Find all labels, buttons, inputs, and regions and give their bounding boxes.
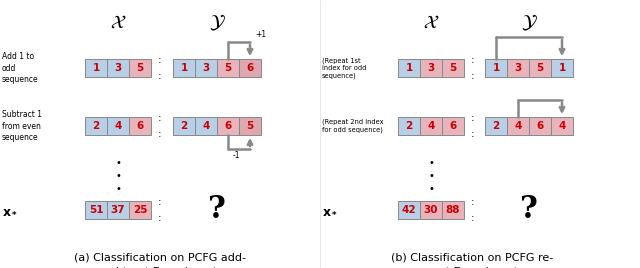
Bar [195, 59, 217, 77]
Text: $\mathcal{X}$: $\mathcal{X}$ [423, 14, 439, 32]
Bar [239, 117, 261, 135]
Bar [442, 59, 464, 77]
Text: 37: 37 [111, 205, 125, 215]
Bar [551, 117, 573, 135]
Text: 3: 3 [428, 63, 435, 73]
Text: :
:: : : [471, 55, 475, 81]
Text: 3: 3 [115, 63, 122, 73]
Text: +1: +1 [255, 30, 266, 39]
Text: $\mathcal{Y}$: $\mathcal{Y}$ [520, 13, 538, 33]
Text: 4: 4 [558, 121, 566, 131]
Text: 1: 1 [180, 63, 188, 73]
Text: 4: 4 [115, 121, 122, 131]
Text: 5: 5 [225, 63, 232, 73]
Text: 2: 2 [405, 121, 413, 131]
Text: Subtract 1
from even
sequence: Subtract 1 from even sequence [2, 110, 42, 142]
Text: $\mathbf{x_*}$: $\mathbf{x_*}$ [2, 203, 19, 217]
Text: $\mathcal{X}$: $\mathcal{X}$ [110, 14, 126, 32]
Text: 30: 30 [424, 205, 438, 215]
Text: •: • [428, 158, 434, 168]
Bar [420, 201, 442, 219]
Bar [85, 117, 107, 135]
Text: •: • [428, 171, 434, 181]
Text: -1: -1 [233, 151, 241, 160]
Bar [107, 201, 129, 219]
Text: 2: 2 [92, 121, 100, 131]
Bar [239, 59, 261, 77]
Text: 51: 51 [89, 205, 103, 215]
Bar [217, 59, 239, 77]
Text: (b) Classification on PCFG re-
peat Experiment: (b) Classification on PCFG re- peat Expe… [391, 253, 553, 268]
Text: 5: 5 [536, 63, 543, 73]
Text: 25: 25 [132, 205, 147, 215]
Text: 6: 6 [225, 121, 232, 131]
Text: 2: 2 [492, 121, 500, 131]
Text: 1: 1 [92, 63, 100, 73]
Text: 5: 5 [136, 63, 143, 73]
Text: 1: 1 [405, 63, 413, 73]
Bar [442, 117, 464, 135]
Bar [485, 59, 507, 77]
Text: 6: 6 [136, 121, 143, 131]
Text: :
:: : : [471, 197, 475, 223]
Text: 4: 4 [202, 121, 210, 131]
Text: 88: 88 [445, 205, 460, 215]
Text: 4: 4 [515, 121, 522, 131]
Text: 6: 6 [536, 121, 543, 131]
Text: 6: 6 [246, 63, 253, 73]
Bar [107, 59, 129, 77]
Bar [129, 59, 151, 77]
Bar [85, 201, 107, 219]
Text: 5: 5 [246, 121, 253, 131]
Text: (Repeat 1st
index for odd
sequence): (Repeat 1st index for odd sequence) [322, 57, 366, 79]
Text: •: • [115, 184, 121, 194]
Bar [529, 59, 551, 77]
Text: :
:: : : [158, 55, 162, 81]
Text: 6: 6 [449, 121, 456, 131]
Bar [129, 117, 151, 135]
Bar [507, 117, 529, 135]
Text: 1: 1 [558, 63, 566, 73]
Text: $\mathbf{x_*}$: $\mathbf{x_*}$ [322, 203, 339, 217]
Bar [529, 117, 551, 135]
Bar [129, 201, 151, 219]
Text: 2: 2 [180, 121, 188, 131]
Text: •: • [115, 158, 121, 168]
Bar [420, 59, 442, 77]
Bar [551, 59, 573, 77]
Text: 1: 1 [492, 63, 500, 73]
Bar [85, 59, 107, 77]
Text: 3: 3 [202, 63, 210, 73]
Text: 42: 42 [402, 205, 416, 215]
Text: 3: 3 [515, 63, 522, 73]
Bar [107, 117, 129, 135]
Text: :
:: : : [158, 113, 162, 139]
Bar [217, 117, 239, 135]
Bar [398, 117, 420, 135]
Bar [173, 117, 195, 135]
Text: ?: ? [520, 195, 538, 225]
Bar [398, 201, 420, 219]
Text: :
:: : : [158, 197, 162, 223]
Bar [420, 117, 442, 135]
Bar [398, 59, 420, 77]
Bar [195, 117, 217, 135]
Text: •: • [428, 184, 434, 194]
Text: Add 1 to
odd
sequence: Add 1 to odd sequence [2, 53, 38, 84]
Text: (a) Classification on PCFG add-
subtract Experiment: (a) Classification on PCFG add- subtract… [74, 253, 246, 268]
Bar [173, 59, 195, 77]
Text: (Repeat 2nd index
for odd sequence): (Repeat 2nd index for odd sequence) [322, 119, 383, 133]
Text: 4: 4 [428, 121, 435, 131]
Text: :
:: : : [471, 113, 475, 139]
Bar [507, 59, 529, 77]
Text: 5: 5 [449, 63, 456, 73]
Text: ?: ? [208, 195, 226, 225]
Bar [485, 117, 507, 135]
Text: $\mathcal{Y}$: $\mathcal{Y}$ [209, 13, 225, 33]
Text: •: • [115, 171, 121, 181]
Bar [442, 201, 464, 219]
